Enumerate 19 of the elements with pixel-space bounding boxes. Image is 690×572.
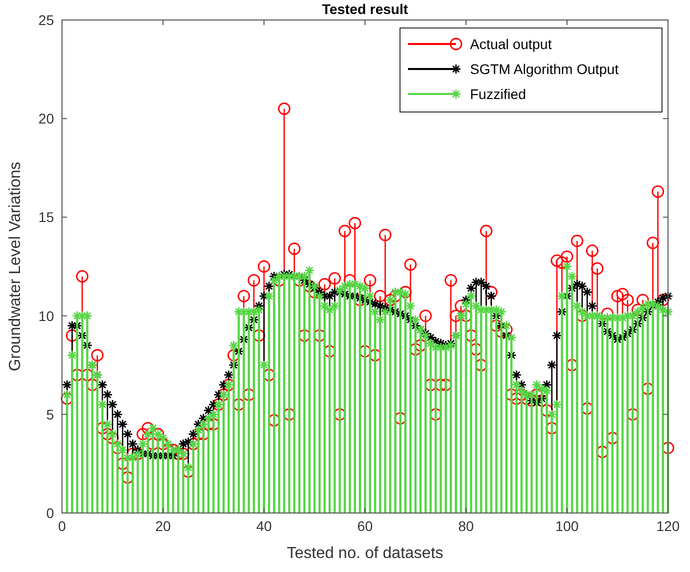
y-tick-label: 0 — [46, 505, 54, 521]
x-tick-label: 60 — [357, 518, 373, 534]
x-tick-label: 0 — [58, 518, 66, 534]
legend-label: Actual output — [470, 36, 552, 52]
legend-label: Fuzzified — [470, 86, 526, 102]
x-tick-label: 120 — [656, 518, 680, 534]
x-tick-label: 80 — [458, 518, 474, 534]
y-tick-label: 15 — [38, 209, 54, 226]
y-tick-label: 10 — [38, 308, 54, 324]
x-tick-label: 20 — [155, 518, 171, 534]
chart-title: Tested result — [322, 1, 408, 17]
y-axis-title: Groundwater Level Variations — [7, 162, 24, 372]
x-tick-label: 100 — [555, 518, 579, 534]
x-axis-title: Tested no. of datasets — [286, 545, 444, 562]
y-tick-label: 5 — [46, 406, 54, 422]
x-tick-label: 40 — [256, 518, 272, 534]
y-tick-label: 20 — [38, 110, 54, 127]
y-tick-label: 25 — [38, 12, 54, 28]
legend-label: SGTM Algorithm Output — [470, 61, 619, 77]
